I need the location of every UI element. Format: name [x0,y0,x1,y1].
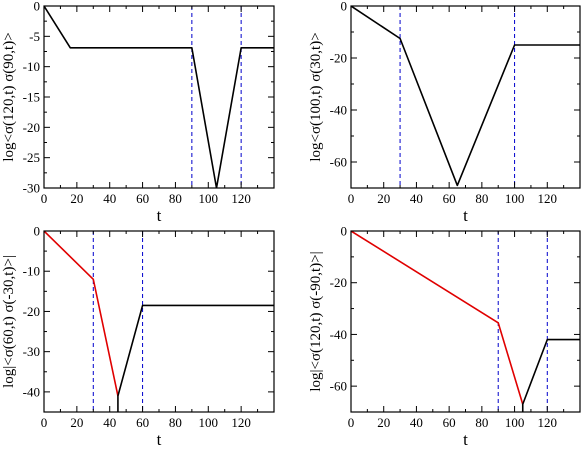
x-tick-label: 40 [103,415,116,430]
y-tick-label: -25 [23,150,40,165]
y-tick-label: -20 [330,275,347,290]
x-tick-label: 20 [377,191,390,206]
x-tick-label: 80 [475,415,488,430]
y-axis-label: log<σ(120,t) σ(90,t)> [1,32,17,161]
plot-frame [350,5,581,189]
y-tick-label: -30 [23,181,40,196]
y-tick-label: -60 [330,155,347,170]
x-tick-label: 100 [505,415,525,430]
x-tick-label: 60 [443,415,456,430]
y-tick-label: -20 [23,304,40,319]
y-axis-label: log|<σ(120,t) σ(-90,t)>| [308,251,324,391]
x-axis-label: t [463,206,468,225]
panel-2: 0 20 40 60 80 100 120 0 -20 -40 -60 t log<σ(100,t) σ… [308,0,581,225]
plot-frame [43,230,275,413]
x-tick-label: 120 [538,191,558,206]
x-tick-label: 20 [377,415,390,430]
x-tick-label: 120 [538,415,558,430]
panel-1: 0 20 40 60 80 100 120 0 -5 -10 -15 -20 -25 -30 t log<σ(… [1,0,275,225]
series-line-1 [44,231,119,397]
y-tick-label: -20 [23,120,40,135]
y-tick-label: -60 [330,379,347,394]
x-tick-label: 100 [199,191,219,206]
x-tick-label: 0 [348,191,355,206]
y-axis-label: log<σ(100,t) σ(30,t)> [308,32,324,161]
y-axis-label: log|<σ(60,t) σ(-30,t)>| [1,255,17,388]
y-tick-label: -15 [23,90,40,105]
y-tick-label: -10 [23,59,40,74]
series-line-1 [351,231,524,405]
x-tick-label: 120 [231,191,251,206]
x-tick-label: 20 [70,191,83,206]
series-line-2 [521,338,580,412]
x-tick-label: 100 [505,191,525,206]
y-tick-label: -30 [23,344,40,359]
x-tick-label: 80 [475,191,488,206]
x-tick-label: 40 [103,191,116,206]
x-tick-label: 40 [410,415,423,430]
x-tick-label: 80 [169,415,182,430]
y-tick-label: -40 [330,327,347,342]
x-tick-label: 80 [169,191,182,206]
y-tick-label: 0 [34,224,41,239]
x-tick-label: 0 [348,415,355,430]
panel-4: 0 20 40 60 80 100 120 0 -20 -40 -60 t log|<σ(120,t) … [308,224,581,449]
y-tick-label: 0 [341,0,348,14]
y-tick-label: -40 [330,103,347,118]
y-tick-label: 0 [34,0,41,14]
y-tick-label: -5 [29,29,40,44]
x-axis-label: t [157,206,162,225]
x-tick-label: 20 [70,415,83,430]
x-tick-label: 40 [410,191,423,206]
x-tick-label: 0 [41,415,48,430]
x-tick-label: 100 [199,415,219,430]
x-tick-label: 120 [231,415,251,430]
series-line-2 [117,304,274,412]
panel-3: 0 20 40 60 80 100 120 0 -10 -20 -30 -40 t log|<σ(60,t… [1,224,275,449]
x-axis-label: t [463,430,468,449]
x-tick-label: 0 [41,191,48,206]
y-tick-label: -20 [330,51,347,66]
y-tick-label: 0 [341,224,348,239]
x-tick-label: 60 [443,191,456,206]
y-tick-label: -10 [23,264,40,279]
x-tick-label: 60 [136,191,149,206]
series-line-1 [351,6,580,187]
plot-frame [43,5,275,189]
x-tick-label: 60 [136,415,149,430]
plot-frame [350,230,581,413]
series-line-1 [44,6,274,188]
y-tick-label: -40 [23,384,40,399]
x-axis-label: t [157,430,162,449]
